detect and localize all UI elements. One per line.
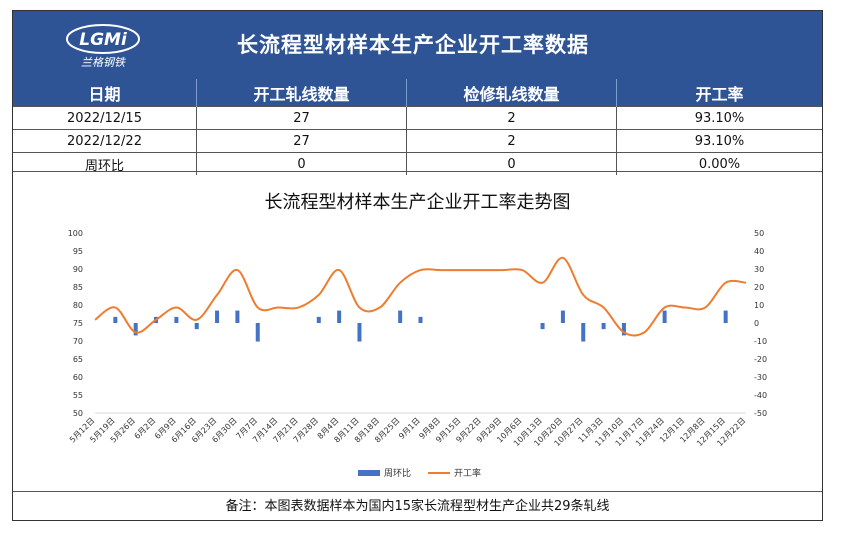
cell-rate: 93.10%	[616, 129, 822, 153]
y-right-tick-label: 50	[754, 229, 764, 238]
cell-running: 27	[196, 106, 407, 130]
bar-week-change	[235, 310, 240, 323]
cell-running: 0	[196, 152, 407, 175]
bar-week-change	[540, 323, 545, 330]
col-header-running-lines: 开工轧线数量	[196, 79, 407, 107]
cell-running: 27	[196, 129, 407, 153]
y-left-tick-label: 65	[73, 355, 83, 364]
bar-week-change	[357, 323, 362, 342]
bar-week-change	[215, 310, 220, 323]
report-frame: LGMi 兰格钢铁 长流程型材样本生产企业开工率数据 日期 开工轧线数量 检修轧…	[12, 10, 823, 521]
y-right-tick-label: -50	[754, 409, 767, 418]
cell-maintenance: 2	[406, 129, 617, 153]
bar-week-change	[581, 323, 586, 342]
x-tick-label: 9月1日	[397, 416, 422, 441]
legend-label-line: 开工率	[454, 467, 481, 479]
bar-week-change	[174, 316, 179, 323]
y-left-tick-label: 60	[73, 373, 83, 382]
bar-week-change	[194, 323, 199, 330]
bar-week-change	[133, 323, 138, 336]
y-right-tick-label: -40	[754, 391, 767, 400]
line-operating-rate	[94, 256, 747, 337]
bar-week-change	[398, 310, 403, 323]
y-left-tick-label: 75	[73, 319, 83, 328]
lgmi-logo: LGMi 兰格钢铁	[66, 24, 140, 69]
y-right-tick-label: -10	[754, 337, 767, 346]
y-right-tick-label: 40	[754, 247, 764, 256]
col-header-date: 日期	[13, 79, 197, 107]
y-left-tick-label: 90	[73, 265, 83, 274]
col-header-maintenance-lines: 检修轧线数量	[406, 79, 617, 107]
y-right-tick-label: -20	[754, 355, 767, 364]
table-header-row: 日期 开工轧线数量 检修轧线数量 开工率	[13, 79, 822, 107]
y-right-tick-label: 10	[754, 301, 764, 310]
footnote: 备注：本图表数据样本为国内15家长流程型材生产企业共29条轧线	[13, 491, 822, 521]
bar-week-change	[601, 323, 606, 330]
y-right-tick-label: -30	[754, 373, 767, 382]
y-left-tick-label: 95	[73, 247, 83, 256]
chart-title: 长流程型材样本生产企业开工率走势图	[264, 192, 571, 213]
table-row: 2022/12/15 27 2 93.10%	[13, 106, 822, 130]
cell-date: 2022/12/15	[13, 106, 197, 130]
y-right-tick-label: 20	[754, 283, 764, 292]
table-row: 周环比 0 0 0.00%	[13, 152, 822, 175]
y-right-tick-label: 0	[754, 319, 759, 328]
bar-week-change	[113, 316, 118, 323]
cell-date: 周环比	[13, 152, 197, 175]
trend-chart: 1009590858075706560555050403020100-10-20…	[68, 229, 767, 479]
cell-date: 2022/12/22	[13, 129, 197, 153]
data-table: 日期 开工轧线数量 检修轧线数量 开工率 2022/12/15 27 2 93.…	[13, 79, 822, 175]
y-left-tick-label: 80	[73, 301, 83, 310]
bar-week-change	[621, 323, 626, 336]
bar-week-change	[316, 316, 321, 323]
y-left-tick-label: 50	[73, 409, 83, 418]
table-row: 2022/12/22 27 2 93.10%	[13, 129, 822, 153]
y-right-tick-label: 30	[754, 265, 764, 274]
y-left-tick-label: 70	[73, 337, 83, 346]
bar-week-change	[255, 323, 260, 342]
y-left-tick-label: 85	[73, 283, 83, 292]
header-bar: LGMi 兰格钢铁 长流程型材样本生产企业开工率数据	[13, 11, 822, 79]
bar-week-change	[662, 310, 667, 323]
legend-swatch-bar	[358, 470, 380, 476]
page-title: 长流程型材样本生产企业开工率数据	[237, 33, 589, 57]
chart-area: 长流程型材样本生产企业开工率走势图 100 95 90 85 80 75 70 65 60 55 5…	[13, 171, 822, 492]
cell-rate: 0.00%	[616, 152, 822, 175]
logo-text: LGMi	[79, 30, 128, 50]
bar-week-change	[337, 310, 342, 323]
x-tick-label: 6月2日	[133, 416, 158, 441]
col-header-rate: 开工率	[616, 79, 822, 107]
bar-week-change	[418, 316, 423, 323]
y-left-tick-label: 100	[68, 229, 83, 238]
bar-week-change	[723, 310, 728, 323]
legend-label-bar: 周环比	[384, 467, 411, 479]
bar-week-change	[560, 310, 565, 323]
cell-maintenance: 0	[406, 152, 617, 175]
logo-subtext: 兰格钢铁	[81, 56, 127, 69]
cell-rate: 93.10%	[616, 106, 822, 130]
cell-maintenance: 2	[406, 106, 617, 130]
y-left-tick-label: 55	[73, 391, 83, 400]
